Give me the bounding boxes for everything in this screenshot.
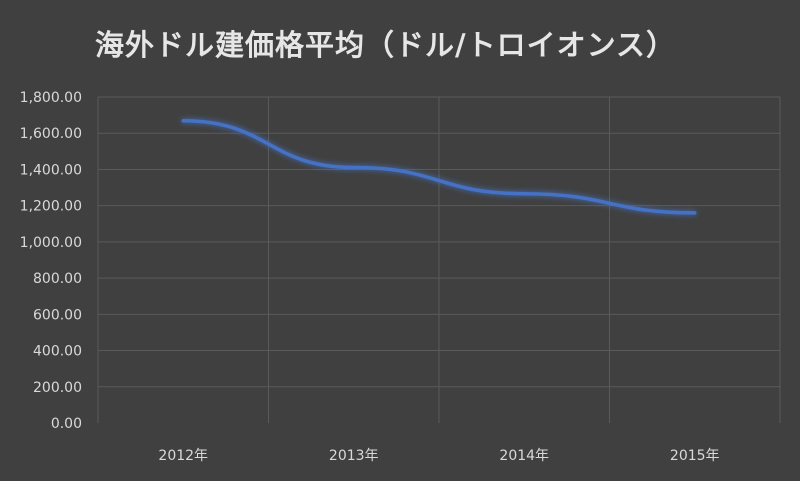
series-layer [181, 118, 697, 215]
chart-title: 海外ドル建価格平均（ドル/トロイオンス） [95, 28, 677, 62]
series-line [181, 118, 697, 215]
y-tick-label: 1,200.00 [20, 199, 82, 215]
x-tick-label: 2012年 [158, 448, 208, 464]
x-tick-label: 2014年 [499, 448, 549, 464]
y-tick-label: 600.00 [33, 307, 82, 323]
gridlines [97, 96, 781, 423]
y-tick-label: 1,400.00 [20, 162, 82, 178]
x-tick-label: 2015年 [670, 448, 720, 464]
y-tick-label: 0.00 [51, 416, 82, 432]
y-tick-label: 1,000.00 [20, 235, 82, 251]
tick-labels: 0.00 200.00 400.00 600.00 800.00 1,000.00 1,20… [20, 90, 720, 464]
y-tick-label: 200.00 [33, 380, 82, 396]
y-tick-label: 400.00 [33, 344, 82, 360]
x-tick-label: 2013年 [329, 448, 379, 464]
y-tick-label: 800.00 [33, 271, 82, 287]
y-tick-label: 1,600.00 [20, 126, 82, 142]
y-tick-label: 1,800.00 [20, 90, 82, 106]
